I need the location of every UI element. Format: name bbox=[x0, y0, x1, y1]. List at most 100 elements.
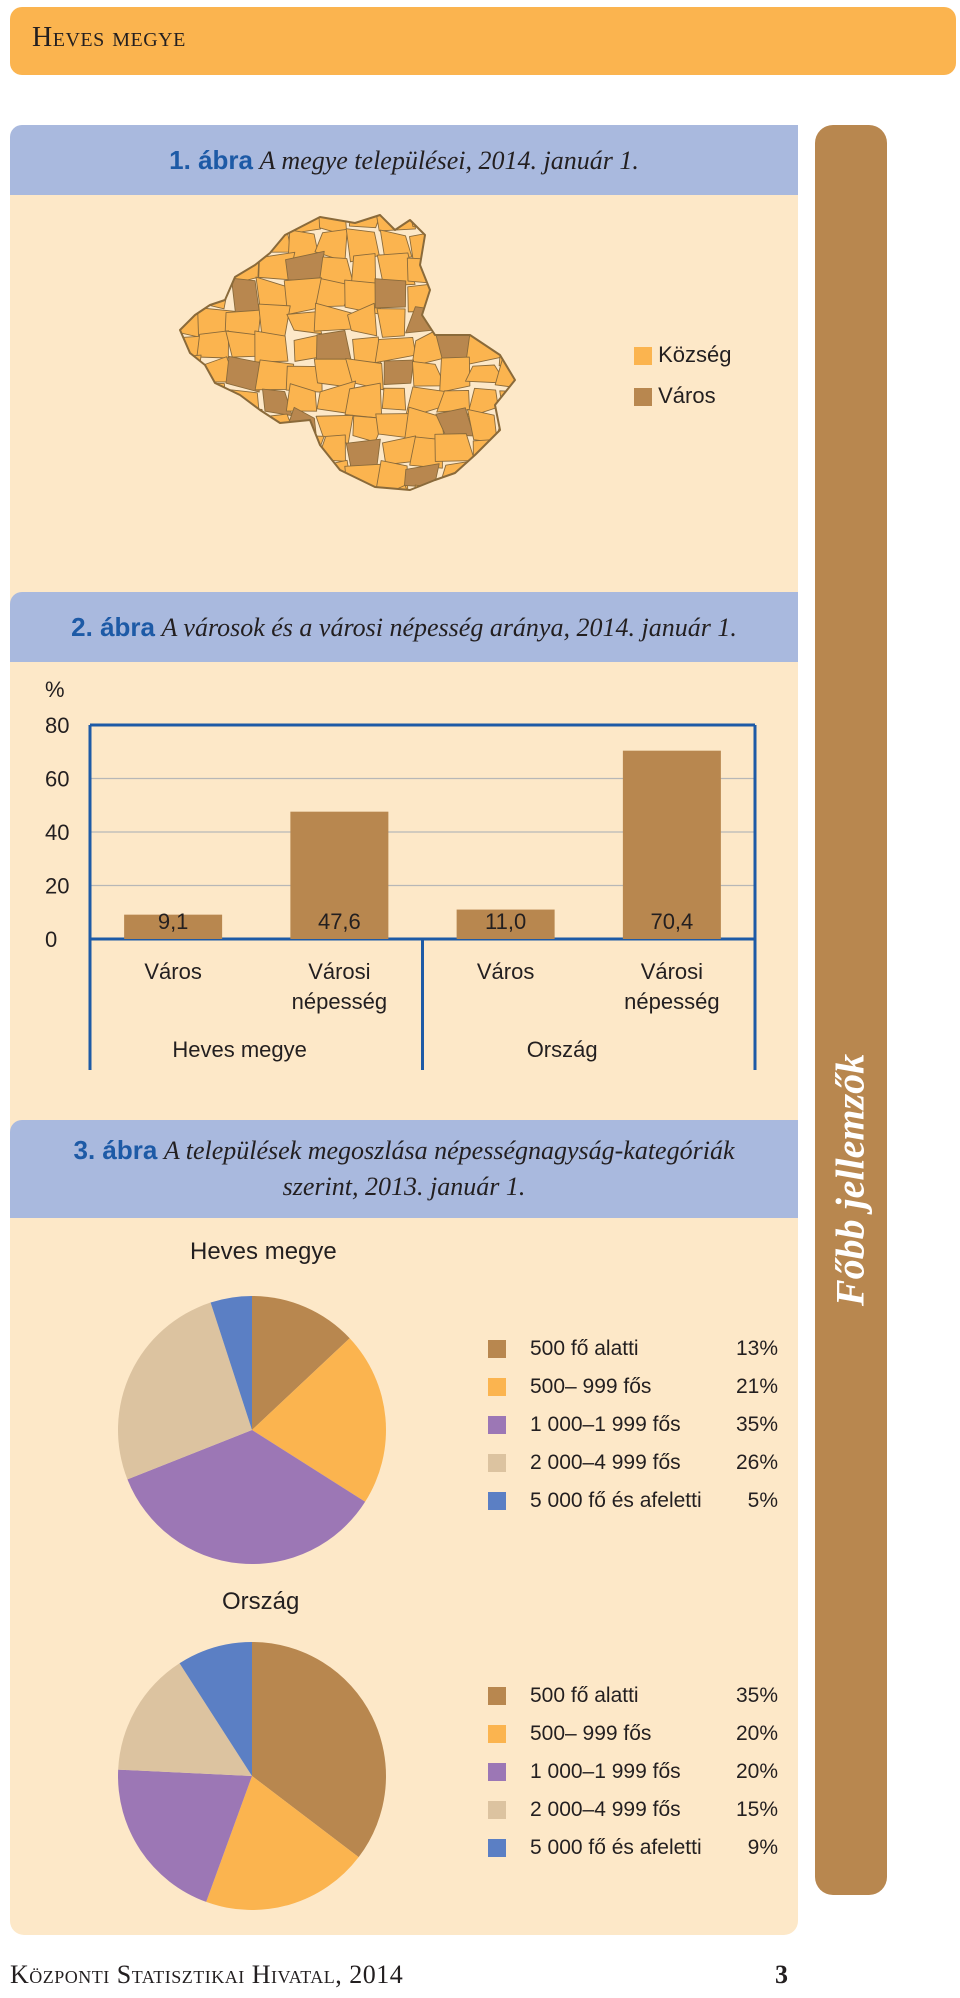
map-kozseg-area bbox=[470, 252, 499, 289]
legend-swatch bbox=[488, 1687, 506, 1705]
map-kozseg-area bbox=[226, 225, 258, 256]
map-kozseg-area bbox=[464, 462, 504, 490]
map-kozseg-area bbox=[414, 484, 443, 490]
map-kozseg-area bbox=[497, 487, 515, 490]
map-kozseg-area bbox=[434, 485, 469, 490]
fig2-number: 2. ábra bbox=[71, 612, 155, 642]
pie-legend-row: 500– 999 fős 20% bbox=[488, 1715, 778, 1753]
map-kozseg-area bbox=[180, 278, 201, 310]
map-varos-area bbox=[383, 359, 415, 385]
legend-value: 26% bbox=[735, 1451, 778, 1474]
pie-legend-row: 2 000–4 999 fős 15% bbox=[488, 1791, 778, 1829]
map-kozseg-area bbox=[203, 495, 226, 513]
map-kozseg-area bbox=[502, 302, 515, 342]
pie-slice bbox=[127, 1430, 366, 1564]
legend-swatch bbox=[488, 1492, 506, 1510]
x-category-label: népesség bbox=[624, 989, 719, 1014]
pie1-title: Heves megye bbox=[190, 1238, 337, 1265]
map-kozseg-area bbox=[180, 435, 204, 469]
map-kozseg-area bbox=[467, 306, 505, 341]
fig3-title-line1: A települések megoszlása népességnagyság… bbox=[163, 1136, 735, 1165]
legend-value: 15% bbox=[735, 1798, 778, 1821]
page-header-title: Heves megye bbox=[32, 22, 186, 53]
fig1-title-bar: 1. ábra A megye települései, 2014. januá… bbox=[10, 125, 798, 195]
map-kozseg-area bbox=[374, 215, 416, 232]
footer-publisher: Központi Statisztikai Hivatal, 2014 bbox=[10, 1960, 404, 1989]
map-legend-kozseg: Község bbox=[634, 342, 732, 368]
county-outline bbox=[179, 214, 516, 491]
legend-swatch bbox=[488, 1839, 506, 1857]
map-kozseg-area bbox=[527, 361, 550, 387]
map-kozseg-area bbox=[376, 252, 416, 286]
group-label: Ország bbox=[527, 1037, 598, 1062]
pie-slice bbox=[179, 1642, 252, 1776]
legend-label: 2 000–4 999 fős bbox=[530, 1451, 681, 1474]
map-kozseg-area bbox=[381, 387, 407, 411]
map-kozseg-area bbox=[493, 407, 515, 444]
map-kozseg-area bbox=[344, 382, 383, 419]
pie-legend-row: 1 000–1 999 fős 35% bbox=[488, 1406, 778, 1444]
legend-value: 35% bbox=[735, 1413, 778, 1436]
fig3-title-line2: szerint, 2013. január 1. bbox=[282, 1172, 526, 1201]
pie-legend-row: 2 000–4 999 fős 26% bbox=[488, 1444, 778, 1482]
bar-chart: % 0 20 40 60 80 9,1 Város 47,6 Városi népesség Heve… bbox=[45, 677, 757, 1070]
map-kozseg-area bbox=[494, 228, 515, 254]
bar-value-label: 9,1 bbox=[158, 909, 189, 934]
map-kozseg-area bbox=[291, 465, 326, 490]
legend-value: 35% bbox=[735, 1684, 778, 1707]
map-kozseg-area bbox=[199, 215, 233, 229]
map-kozseg-area bbox=[527, 381, 550, 418]
legend-value: 9% bbox=[747, 1836, 778, 1859]
map-kozseg-area bbox=[530, 434, 550, 467]
map-kozseg-area bbox=[180, 354, 202, 393]
map-kozseg-area bbox=[501, 432, 515, 471]
county-map bbox=[179, 214, 550, 523]
pie-slice bbox=[210, 1296, 252, 1430]
map-kozseg-area bbox=[223, 458, 265, 490]
map-kozseg-area bbox=[524, 281, 550, 313]
map-kozseg-area bbox=[197, 466, 234, 490]
map-kozseg-area bbox=[496, 251, 515, 282]
map-kozseg-area bbox=[494, 215, 515, 238]
map-kozseg-area bbox=[180, 458, 205, 490]
fig3-title-bar: 3. ábra A települések megoszlása népessé… bbox=[10, 1120, 798, 1218]
kozseg-swatch bbox=[634, 347, 652, 366]
map-kozseg-area bbox=[223, 484, 266, 490]
map-kozseg-area bbox=[526, 490, 550, 523]
map-kozseg-area bbox=[180, 387, 203, 411]
map-kozseg-area bbox=[259, 432, 292, 468]
map-kozseg-area bbox=[314, 459, 353, 490]
legend-value: 20% bbox=[735, 1722, 778, 1745]
map-kozseg-area bbox=[232, 407, 267, 445]
legend-label: 500– 999 fős bbox=[530, 1375, 652, 1398]
map-kozseg-area bbox=[180, 226, 203, 262]
map-kozseg-area bbox=[194, 409, 227, 438]
map-kozseg-area bbox=[440, 234, 473, 259]
map-kozseg-area bbox=[231, 215, 262, 238]
header-bar bbox=[10, 7, 956, 75]
fig1-title: A megye települései, 2014. január 1. bbox=[259, 146, 639, 175]
map-kozseg-area bbox=[439, 279, 474, 314]
map-kozseg-area bbox=[195, 435, 236, 469]
map-varos-area bbox=[230, 277, 260, 314]
map-kozseg-area bbox=[493, 277, 515, 309]
y-tick-label: 20 bbox=[45, 874, 69, 899]
pie-orszag bbox=[118, 1642, 386, 1910]
map-kozseg-area bbox=[285, 383, 318, 412]
fig3-number: 3. ábra bbox=[73, 1135, 158, 1165]
legend-label: 5 000 fő és afeletti bbox=[530, 1836, 702, 1859]
map-kozseg-area bbox=[375, 460, 409, 490]
legend-value: 21% bbox=[735, 1375, 778, 1398]
map-kozseg-area bbox=[198, 382, 228, 419]
map-kozseg-area bbox=[348, 488, 376, 490]
side-tab-label: Főbb jellemzők bbox=[827, 1053, 873, 1307]
x-category-label: Városi bbox=[641, 959, 703, 984]
map-kozseg-area bbox=[318, 493, 351, 522]
legend-label: 500 fő alatti bbox=[530, 1337, 639, 1360]
legend-swatch bbox=[488, 1378, 506, 1396]
pie-slice bbox=[252, 1338, 386, 1502]
legend-swatch bbox=[488, 1725, 506, 1743]
pie-legend-row: 500 fő alatti 13% bbox=[488, 1330, 778, 1368]
bar-value-label: 47,6 bbox=[318, 909, 361, 934]
pie-slice bbox=[117, 1302, 252, 1480]
